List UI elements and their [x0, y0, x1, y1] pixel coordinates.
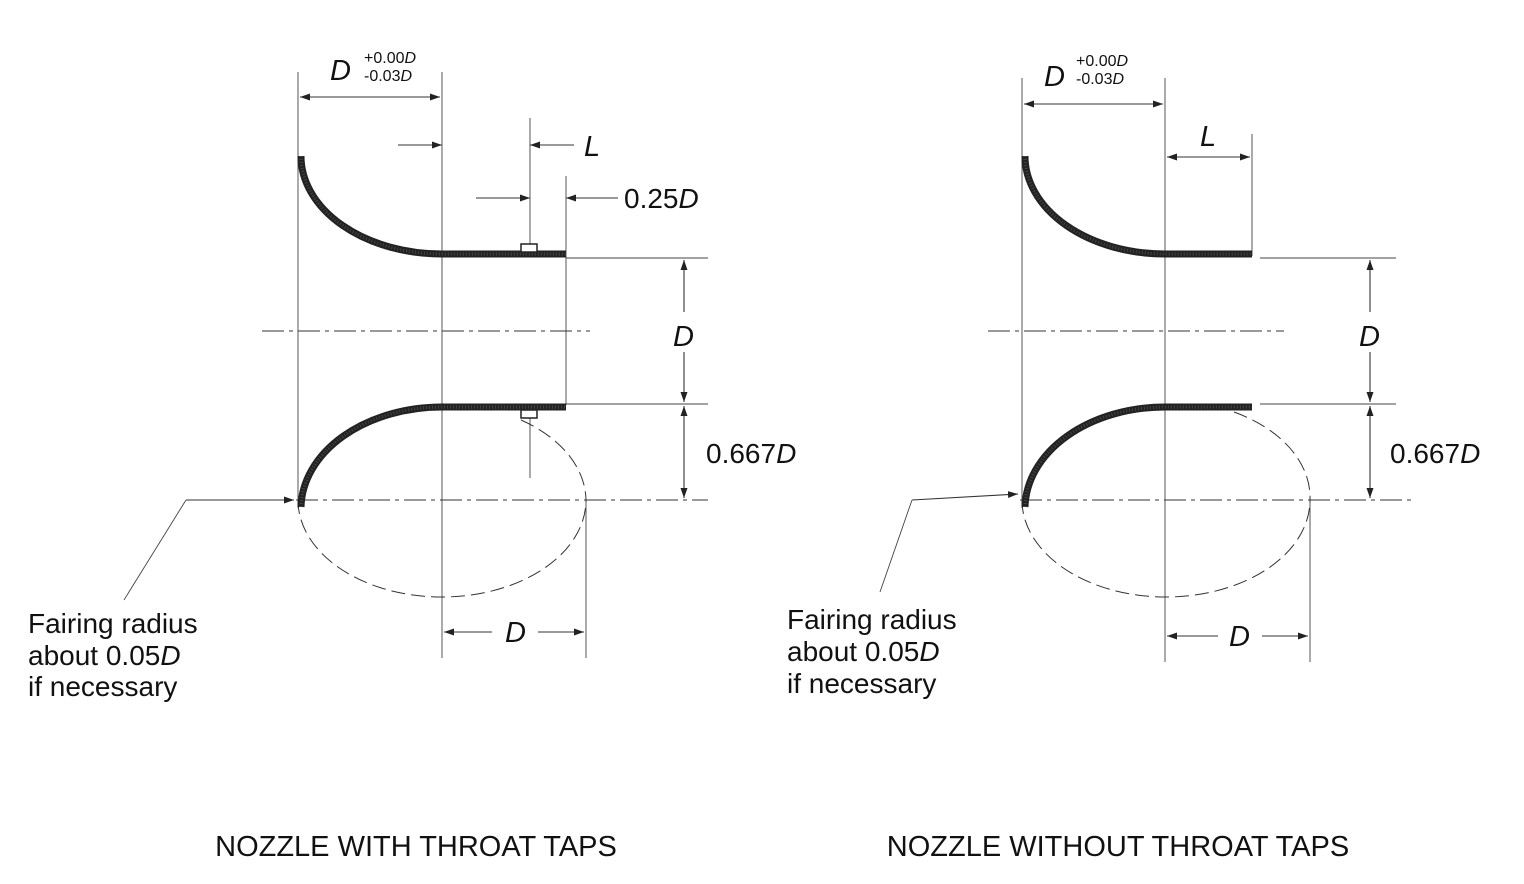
radius-dim-label: 0.667D	[706, 438, 796, 469]
fairing-note-line3: if necessary	[28, 671, 177, 702]
contour-ellipse-right	[1233, 411, 1311, 501]
fairing-note-line1: Fairing radius	[28, 608, 198, 639]
inlet-dim-tol-plus: +0.00D	[1076, 53, 1128, 70]
tap-dim-label: 0.25D	[624, 183, 699, 214]
nozzle-with-taps: D +0.00D -0.03D L 0.25D D 0.667D D Fairi…	[28, 50, 796, 863]
inlet-dim-symbol: D	[330, 55, 351, 87]
length-dim-label: L	[584, 131, 600, 163]
throat-dim-label: D	[673, 321, 694, 353]
fairing-note-line2: about 0.05D	[787, 636, 940, 667]
nozzle-upper-wall	[1021, 155, 1252, 258]
throat-dim-label: D	[1359, 321, 1380, 353]
caption-without-taps: NOZZLE WITHOUT THROAT TAPS	[887, 831, 1349, 863]
nozzle-upper-wall	[297, 155, 566, 258]
inlet-dim-tol-plus: +0.00D	[364, 50, 416, 67]
throat-tap-upper-icon	[520, 243, 538, 253]
caption-with-taps: NOZZLE WITH THROAT TAPS	[215, 831, 617, 863]
inlet-dim-symbol: D	[1044, 61, 1065, 93]
contour-ellipse-right	[520, 419, 587, 501]
length-dim-label: L	[1200, 121, 1216, 153]
contour-ellipse-lower	[297, 499, 587, 598]
nozzle-lower-wall	[1021, 403, 1252, 508]
throat-tap-lower-icon	[520, 409, 538, 419]
ellipse-dim-label: D	[1229, 621, 1250, 653]
ellipse-dim-label: D	[505, 617, 526, 649]
nozzle-without-taps: D +0.00D -0.03D L D 0.667D D Fairing rad…	[787, 53, 1480, 863]
contour-ellipse-lower	[1021, 499, 1311, 598]
inlet-dim-tol-minus: -0.03D	[1076, 71, 1124, 88]
radius-dim-label: 0.667D	[1390, 438, 1480, 469]
nozzle-lower-wall	[297, 403, 566, 508]
fairing-leader-arrow	[911, 491, 1019, 501]
fairing-note-line3: if necessary	[787, 668, 936, 699]
fairing-note-line2: about 0.05D	[28, 640, 181, 671]
fairing-leader-line	[879, 499, 913, 593]
fairing-note-line1: Fairing radius	[787, 604, 957, 635]
fairing-leader-line	[123, 499, 187, 601]
inlet-dim-tol-minus: -0.03D	[364, 68, 412, 85]
